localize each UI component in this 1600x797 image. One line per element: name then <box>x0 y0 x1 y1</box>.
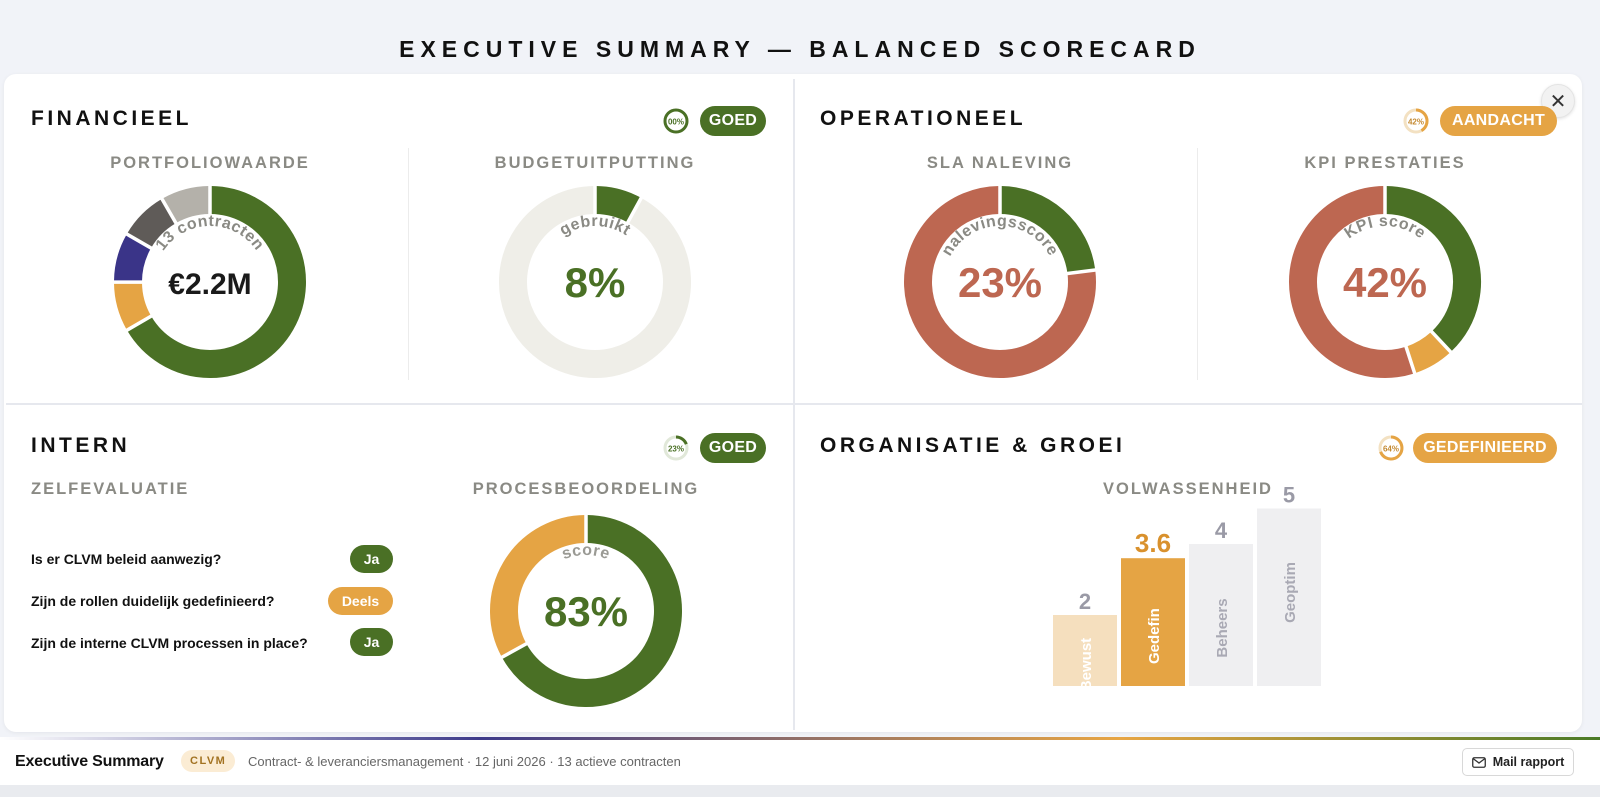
answer-badge: Ja <box>350 628 393 656</box>
donut-segment-green <box>1385 186 1481 352</box>
sla-label: SLA NALEVING <box>926 154 1074 172</box>
maturity-bar-geoptim <box>1257 508 1321 686</box>
bottom-strip <box>0 785 1600 797</box>
budget-label: BUDGETUITPUTTING <box>494 154 696 172</box>
donut-segment-navy <box>114 234 151 282</box>
maturity-bar-chart: 2 Bewust 3.6 Gedefin 4 Beheers 5 Geoptim <box>1053 483 1321 690</box>
donut-segment-green <box>502 515 682 707</box>
close-icon: ✕ <box>1549 90 1567 113</box>
donut-segment-orange <box>490 515 586 657</box>
answer-badge: Ja <box>350 545 393 573</box>
mail-report-button[interactable]: Mail rapport <box>1462 748 1574 776</box>
portfolio-label: PORTFOLIOWAARDE <box>110 154 310 172</box>
quadrant-title: INTERN <box>31 434 131 457</box>
mini-progress-ring: 23% <box>663 435 689 461</box>
status-badge: GOED <box>700 433 766 463</box>
inner-divider <box>408 148 409 380</box>
donut-segment-orange <box>1406 331 1450 373</box>
donut-separator <box>625 196 644 225</box>
proces-label: PROCESBEOORDELING <box>472 480 700 498</box>
donut-segment-green <box>1000 186 1096 274</box>
maturity-bar-bewust <box>1053 615 1117 686</box>
status-badge: AANDACHT <box>1440 106 1557 136</box>
donut-arc-label: score <box>560 542 612 563</box>
maturity-bar-beheers <box>1189 544 1253 686</box>
mini-progress-label: 23% <box>668 445 684 454</box>
donut-separator <box>125 232 153 251</box>
donut-segment-dark-gray <box>127 199 176 248</box>
maturity-level-label: 5 <box>1283 483 1295 508</box>
status-badge: GOED <box>700 106 766 136</box>
question-text: Is er CLVM beleid aanwezig? <box>31 551 222 567</box>
answer-badge: Deels <box>328 587 393 615</box>
footer-bar <box>0 737 1600 785</box>
kpi-label: KPI PRESTATIES <box>1304 154 1466 172</box>
mail-report-label: Mail rapport <box>1492 755 1565 769</box>
donut-center-value: 42% <box>1343 259 1427 306</box>
page-title: EXECUTIVE SUMMARY — BALANCED SCORECARD <box>399 36 1201 62</box>
mini-progress-ring: 64% <box>1378 435 1404 461</box>
donut-segment-track <box>499 186 691 378</box>
mini-progress-label: 64% <box>1383 445 1399 454</box>
maturity-bar-name: Geoptim <box>1282 562 1299 623</box>
donut-separator <box>1429 329 1453 354</box>
horizontal-divider <box>6 403 1582 405</box>
donut-separator <box>159 197 178 225</box>
donut-separator <box>500 641 529 660</box>
mini-progress-ring: 00% <box>663 108 689 134</box>
footer-title: Executive Summary <box>15 753 164 770</box>
proces-donut: score 83% <box>490 514 682 707</box>
maturity-bar-name: Gedefin <box>1146 608 1163 664</box>
inner-divider <box>1197 148 1198 380</box>
quadrant-title: OPERATIONEEL <box>820 107 1027 130</box>
mini-progress-label: 42% <box>1408 118 1424 127</box>
quadrant-title: FINANCIEEL <box>31 107 192 130</box>
maturity-bar-gedefin <box>1121 558 1185 686</box>
question-text: Zijn de rollen duidelijk gedefinieerd? <box>31 593 275 609</box>
maturity-level-label: 3.6 <box>1135 528 1171 558</box>
footer-badge: CLVM <box>181 750 236 772</box>
donut-segment-red <box>904 186 1096 378</box>
maturity-level-label: 2 <box>1079 589 1091 614</box>
portfolio-donut: 13 contracten€2.2M <box>112 185 306 378</box>
question-text: Zijn de interne CLVM processen in place? <box>31 635 308 651</box>
zelfevaluatie-label: ZELFEVALUATIE <box>31 480 190 498</box>
donut-center-value: 8% <box>565 259 626 306</box>
footer-accent-line <box>0 737 1600 740</box>
mini-progress-ring: 42% <box>1403 108 1429 134</box>
mail-icon <box>1471 756 1486 768</box>
donut-segment-light-gray <box>162 186 210 224</box>
quadrant-title: ORGANISATIE & GROEI <box>820 434 1126 457</box>
donut-separator <box>125 314 153 333</box>
donut-segment-green <box>127 186 306 378</box>
donut-center-value: 83% <box>544 588 628 635</box>
donut-separator <box>1404 345 1417 375</box>
maturity-bar-name: Beheers <box>1214 598 1231 657</box>
donut-segment-orange <box>114 282 152 330</box>
maturity-level-label: 4 <box>1215 518 1228 543</box>
volwassenheid-label: VOLWASSENHEID <box>1103 480 1273 498</box>
maturity-bar-name: Bewust <box>1078 638 1095 690</box>
footer-meta: Contract- & leveranciersmanagement · 12 … <box>248 754 681 769</box>
mini-progress-label: 00% <box>668 118 684 127</box>
status-badge: GEDEFINIEERD <box>1413 433 1557 463</box>
donut-separator <box>1066 268 1097 276</box>
donut-segment-red <box>1289 186 1414 378</box>
donut-center-value: €2.2M <box>168 268 251 301</box>
donut-segment-green <box>595 186 641 223</box>
donut-center-value: 23% <box>958 259 1042 306</box>
